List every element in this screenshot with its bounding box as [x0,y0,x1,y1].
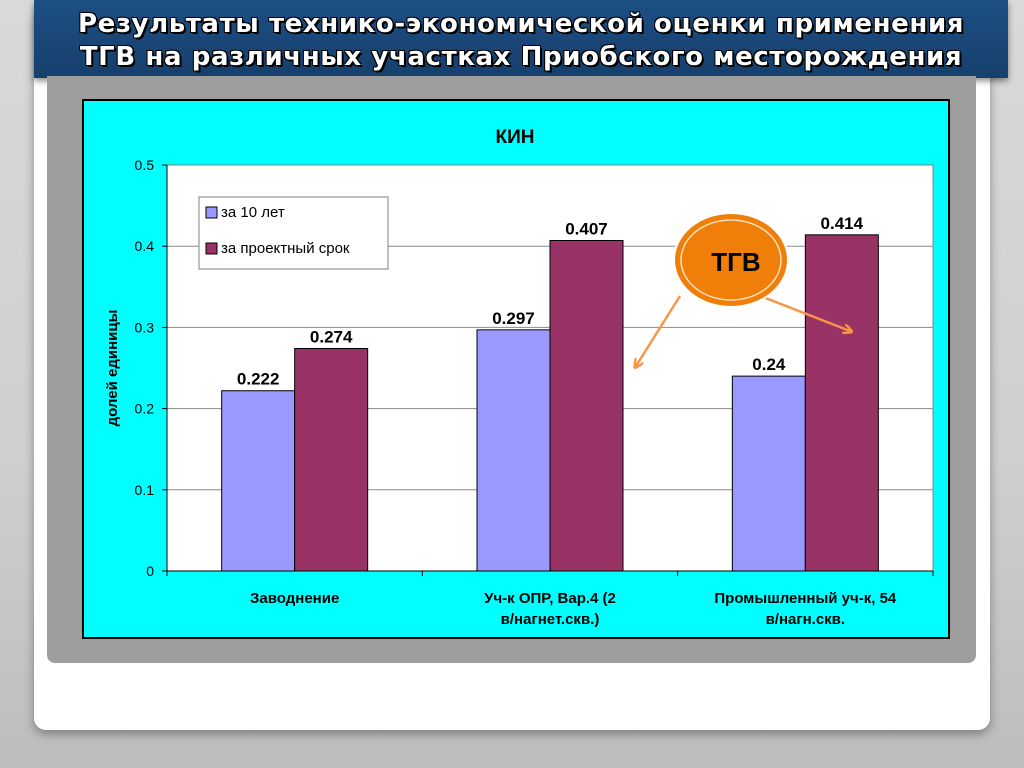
legend-box [198,196,389,270]
x-category-label: Уч-к ОПР, Вар.4 (2 [484,590,616,607]
bars [221,234,879,572]
y-tick-label: 0.5 [135,157,155,173]
legend-swatch-1 [205,206,218,219]
callout-ring [673,212,789,308]
bar-2 [549,240,624,572]
x-category-label: Промышленный уч-к, 54 [714,590,897,607]
legend: за 10 лет за проектный срок [198,196,389,270]
legend-label-2: за проектный срок [221,240,350,257]
title-band: Результаты технико-экономической оценки … [34,0,1008,78]
x-category-label: Заводнение [250,590,339,607]
bar-2 [294,348,369,572]
y-tick-label: 0.3 [135,319,155,335]
slide-title-line-1: Результаты технико-экономической оценки … [77,9,965,39]
y-tick-label: 0.2 [135,401,155,417]
x-category-label: в/нагн.скв. [766,611,846,628]
slide-title-line-2: ТГВ на различных участках Приобского мес… [79,42,963,72]
bar-1 [731,375,806,572]
data-label: 0.407 [565,220,608,239]
callout-ring-inner [680,219,782,301]
data-label: 0.222 [237,370,280,389]
bar-1 [221,390,296,572]
data-label: 0.297 [492,309,535,328]
tgv-callout: ТГВ [636,212,850,366]
data-label: 0.24 [752,355,786,374]
chart-title: КИН [496,127,535,148]
data-label: 0.414 [821,214,864,233]
x-axis-categories: Заводнение Уч-к ОПР, Вар.4 (2 в/нагнет.скв… [250,590,897,628]
bar-2 [804,234,879,572]
y-axis-ticks: 0 0.1 0.2 0.3 0.4 0.5 [135,157,167,579]
data-labels: 0.222 0.274 0.297 0.407 0.24 0.414 [237,214,864,389]
slide-title: Результаты технико-экономической оценки … [34,8,1008,74]
x-category-label: в/нагнет.скв.) [501,611,600,628]
callout-label: ТГВ [711,247,760,277]
y-tick-label: 0.1 [135,482,155,498]
y-tick-label: 0 [146,563,154,579]
y-tick-label: 0.4 [135,238,155,254]
callout-arrow-left [636,295,682,366]
legend-label-1: за 10 лет [221,204,285,221]
legend-swatch-2 [205,242,218,255]
bar-1 [476,329,551,572]
data-label: 0.274 [310,328,353,347]
y-axis-label: долей единицы [104,310,121,427]
